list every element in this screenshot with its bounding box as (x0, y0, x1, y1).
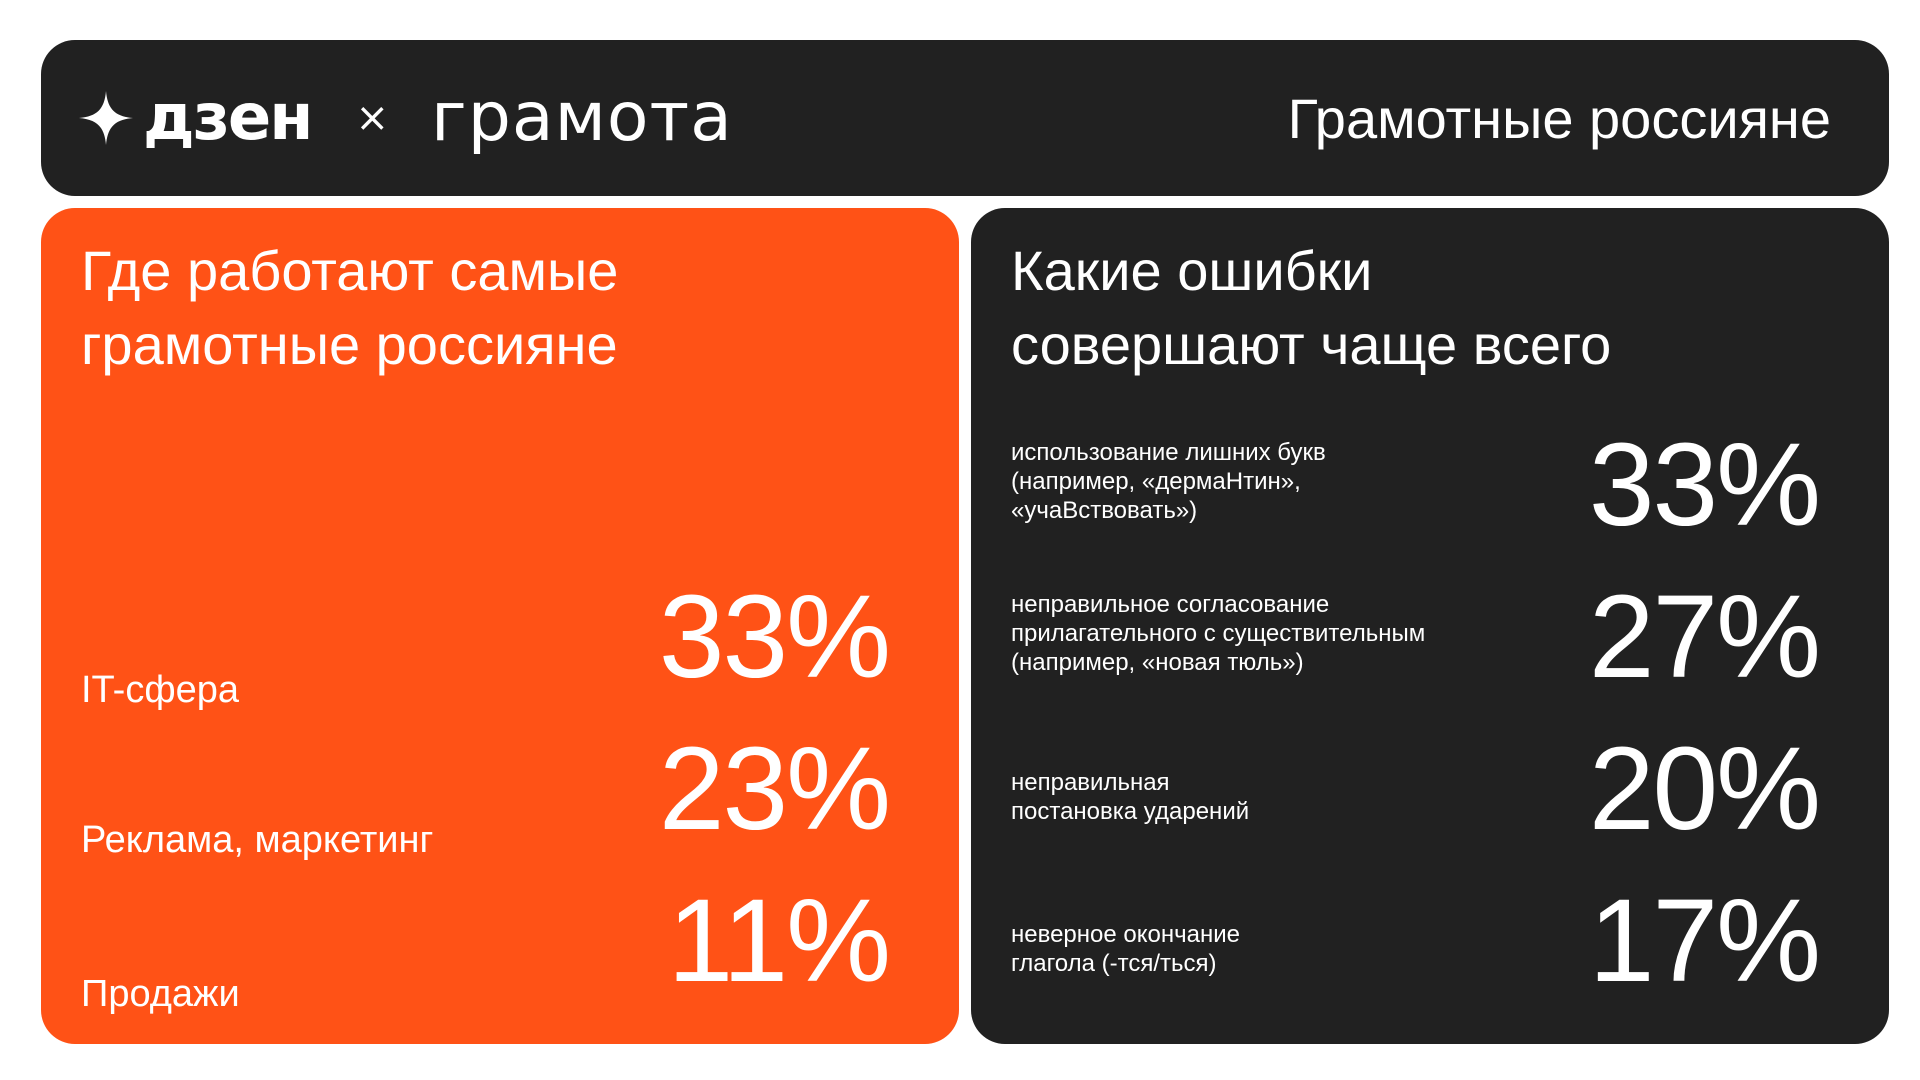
item-label: IT-сфера (81, 669, 239, 711)
item-label: неправильное согласование прилагательног… (1011, 591, 1426, 676)
header-title: Грамотные россияне (1287, 86, 1831, 150)
zen-logo: дзен (143, 81, 313, 155)
item-percent: 33% (1588, 419, 1821, 551)
left-panel: Где работают самые грамотные россияне IT… (41, 208, 959, 1044)
item-label: Реклама, маркетинг (81, 819, 434, 861)
item-percent: 33% (658, 571, 891, 703)
left-panel-title: Где работают самые грамотные россияне (81, 239, 619, 376)
right-panel: Какие ошибки совершают чаще всего исполь… (971, 208, 1889, 1044)
item-label: Продажи (81, 973, 240, 1015)
item-percent: 27% (1588, 571, 1821, 703)
zen-star-icon (79, 91, 133, 145)
gramota-logo: грамота (431, 78, 733, 157)
item-percent: 17% (1588, 875, 1821, 1007)
item-percent: 11% (667, 875, 891, 1007)
logo-area: дзен × грамота (79, 40, 733, 196)
header-bar: дзен × грамота Грамотные россияне (41, 40, 1889, 196)
right-panel-title: Какие ошибки совершают чаще всего (1011, 239, 1612, 376)
item-percent: 20% (1588, 723, 1821, 855)
item-label: неверное окончание глагола (-тся/ться) (1011, 921, 1240, 977)
item-label: использование лишних букв (например, «де… (1011, 439, 1326, 524)
item-percent: 23% (658, 723, 891, 855)
separator-symbol: × (355, 95, 390, 141)
item-label: неправильная постановка ударений (1011, 769, 1250, 825)
